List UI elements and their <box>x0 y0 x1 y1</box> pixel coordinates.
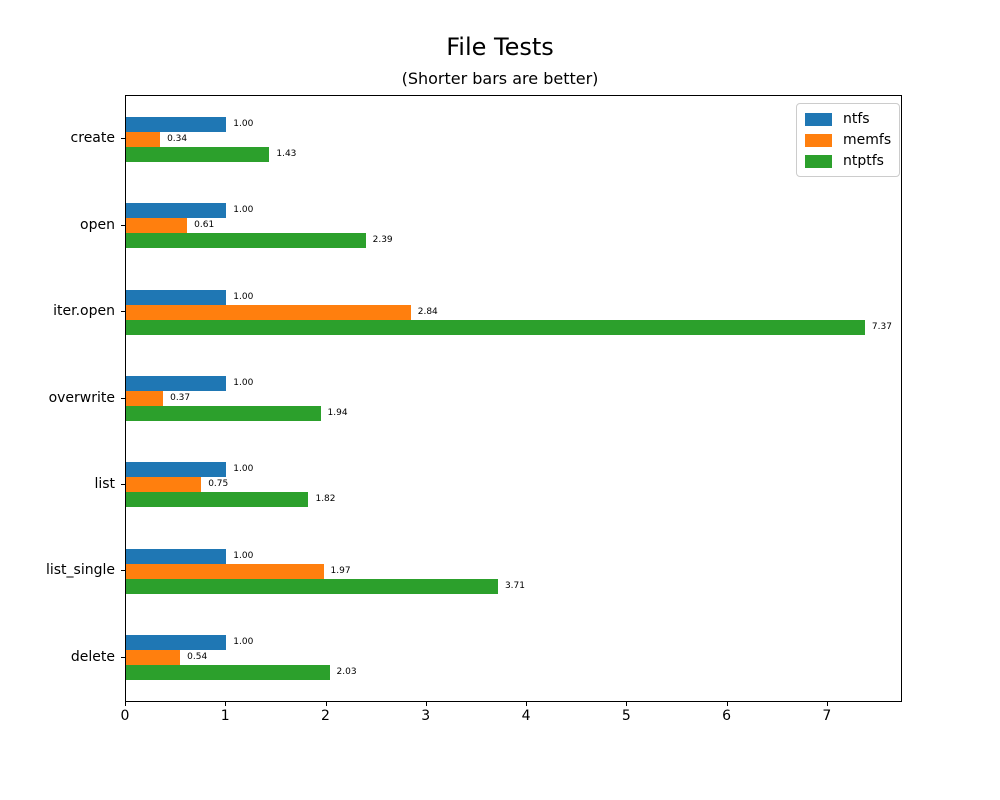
bar-ntfs-list_single <box>126 548 227 564</box>
chart-subtitle: (Shorter bars are better) <box>401 69 599 88</box>
x-tick-label-2: 2 <box>321 708 330 724</box>
bar-value-ntptfs-list_single: 3.71 <box>504 580 525 591</box>
y-tick-label-delete: delete <box>70 648 115 665</box>
y-tick-mark-iter.open <box>121 311 125 313</box>
bar-value-ntfs-open: 1.00 <box>233 205 254 216</box>
y-tick-label-overwrite: overwrite <box>48 389 115 406</box>
bar-memfs-list <box>126 477 202 493</box>
x-tick-label-5: 5 <box>621 708 631 724</box>
bar-memfs-list_single <box>126 563 324 579</box>
bar-ntptfs-open <box>126 233 366 249</box>
bar-value-memfs-iter.open: 2.84 <box>417 306 438 317</box>
x-tick-label-6: 6 <box>722 708 731 724</box>
bar-value-ntptfs-create: 1.43 <box>276 148 297 159</box>
bar-value-ntptfs-delete: 2.03 <box>336 667 357 678</box>
x-tick-label-3: 3 <box>421 708 431 724</box>
bar-value-ntfs-iter.open: 1.00 <box>233 291 254 302</box>
legend-label-memfs: memfs <box>843 132 892 148</box>
y-tick-label-list_single: list_single <box>45 562 115 579</box>
bar-value-ntptfs-open: 2.39 <box>372 235 393 246</box>
y-tick-mark-open <box>121 224 125 226</box>
bar-ntfs-iter.open <box>126 289 227 305</box>
legend-label-ntfs: ntfs <box>843 111 870 127</box>
x-tick-label-4: 4 <box>521 708 531 724</box>
bar-ntfs-open <box>126 203 227 219</box>
x-tick-label-7: 7 <box>822 708 832 724</box>
bar-ntptfs-iter.open <box>126 319 865 335</box>
bar-ntptfs-list <box>126 492 309 508</box>
y-tick-label-iter.open: iter.open <box>53 303 115 320</box>
legend-row-memfs: memfs <box>805 132 891 148</box>
y-tick-mark-list <box>121 483 125 485</box>
bar-memfs-delete <box>126 650 181 666</box>
y-tick-label-create: create <box>70 130 115 147</box>
x-tick-mark-1 <box>225 702 227 706</box>
x-tick-mark-5 <box>626 702 628 706</box>
x-tick-mark-4 <box>526 702 528 706</box>
x-tick-label-1: 1 <box>220 708 230 724</box>
x-tick-mark-7 <box>826 702 828 706</box>
bar-value-ntfs-list_single: 1.00 <box>233 550 254 561</box>
bar-value-ntptfs-list: 1.82 <box>315 494 336 505</box>
plot-area: 1.00 0.34 1.43 1.00 0.61 2.39 1.00 2.84 7.37 1.00… <box>125 95 902 702</box>
bar-memfs-open <box>126 218 188 234</box>
x-tick-label-0: 0 <box>120 708 130 724</box>
x-tick-mark-0 <box>125 702 126 706</box>
x-tick-mark-3 <box>425 702 427 706</box>
bar-value-ntfs-overwrite: 1.00 <box>233 378 254 388</box>
legend-swatch-memfs-icon <box>805 133 832 147</box>
bar-value-ntfs-delete: 1.00 <box>233 637 254 648</box>
legend-row-ntptfs: ntptfs <box>805 153 891 169</box>
bar-ntfs-overwrite <box>126 376 227 391</box>
legend-row-ntfs: ntfs <box>805 111 891 127</box>
bar-value-memfs-list: 0.75 <box>208 479 229 490</box>
bar-value-ntptfs-overwrite: 1.94 <box>327 408 348 418</box>
y-tick-mark-overwrite <box>121 397 125 399</box>
bar-memfs-overwrite <box>126 391 164 406</box>
y-tick-label-open: open <box>80 216 115 233</box>
x-tick-mark-2 <box>325 702 327 706</box>
bar-ntfs-delete <box>126 635 227 651</box>
y-tick-mark-delete <box>121 656 125 658</box>
bar-value-memfs-delete: 0.54 <box>187 652 208 663</box>
legend-swatch-ntptfs-icon <box>805 154 832 168</box>
bar-ntptfs-list_single <box>126 578 498 594</box>
bar-value-ntptfs-iter.open: 7.37 <box>871 321 892 332</box>
bar-value-memfs-open: 0.61 <box>194 220 215 231</box>
bar-value-memfs-create: 0.34 <box>167 133 188 144</box>
bar-ntptfs-overwrite <box>126 406 321 421</box>
y-tick-mark-list_single <box>121 570 125 572</box>
bar-value-memfs-overwrite: 0.37 <box>170 393 191 403</box>
bar-value-memfs-list_single: 1.97 <box>330 565 351 576</box>
bar-memfs-create <box>126 131 161 147</box>
y-tick-label-list: list <box>94 475 115 492</box>
y-tick-mark-create <box>121 138 125 140</box>
legend: ntfs memfs ntptfs <box>796 103 901 177</box>
bar-ntptfs-create <box>126 146 270 162</box>
bar-memfs-iter.open <box>126 304 411 320</box>
legend-swatch-ntfs-icon <box>805 112 832 126</box>
chart-title: File Tests <box>446 33 554 61</box>
bar-ntfs-create <box>126 116 227 132</box>
bar-value-ntfs-list: 1.00 <box>233 464 254 475</box>
bar-ntfs-list <box>126 462 227 478</box>
legend-label-ntptfs: ntptfs <box>843 153 884 169</box>
bar-value-ntfs-create: 1.00 <box>233 118 254 129</box>
x-tick-mark-6 <box>726 702 728 706</box>
bar-ntptfs-delete <box>126 665 330 681</box>
